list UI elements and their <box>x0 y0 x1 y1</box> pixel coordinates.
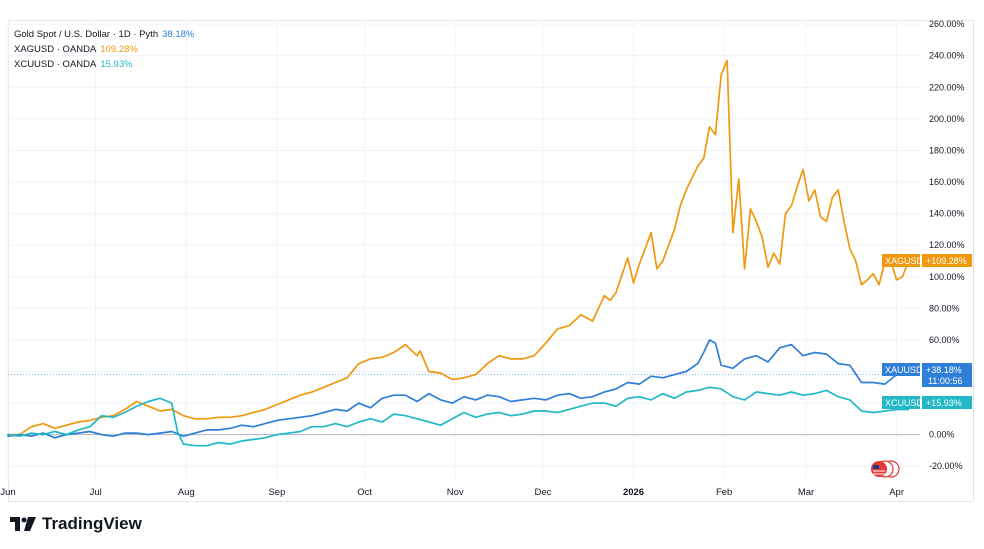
xauusd-countdown: 11:00:56 <box>928 376 962 386</box>
xcuusd-value-box <box>922 396 972 409</box>
y-tick-label: 80.00% <box>929 303 960 313</box>
xcuusd-symbol-box <box>882 396 920 409</box>
x-tick-label: Dec <box>534 487 551 498</box>
x-tick-label: Mar <box>798 487 814 498</box>
baseline-layer <box>8 373 920 436</box>
tradingview-brand[interactable]: TradingView <box>10 514 142 534</box>
y-tick-label: 220.00% <box>929 82 965 92</box>
y-tick-label: 60.00% <box>929 335 960 345</box>
legend-row-gold[interactable]: Gold Spot / U.S. Dollar · 1D · Pyth 38.18… <box>14 27 194 42</box>
xagusd-value: +109.28% <box>926 256 967 266</box>
xcuusd-price-tag[interactable]: XCUUSD +15.93% <box>882 396 972 409</box>
y-tick-label: 120.00% <box>929 240 965 250</box>
legend-label-copper: XCUUSD · OANDA <box>14 59 97 70</box>
legend-value-copper: 15.93% <box>100 59 133 70</box>
tradingview-logo-icon <box>10 517 36 531</box>
legend-value-gold: 38.18% <box>162 29 195 40</box>
y-tick-label: 260.00% <box>929 19 965 29</box>
series-line-xcuusd[interactable] <box>7 386 910 447</box>
x-tick-label: Aug <box>178 487 195 498</box>
legend-value-silver: 109.28% <box>100 44 138 55</box>
x-tick-label: 2026 <box>623 487 644 498</box>
xauusd-price-tag[interactable]: XAUUSD +38.18% 11:00:56 <box>882 363 972 387</box>
legend-row-silver[interactable]: XAGUSD · OANDA 109.28% <box>14 42 194 57</box>
xauusd-value: +38.18% <box>926 365 962 375</box>
xagusd-symbol-box <box>882 254 920 267</box>
grid <box>7 21 920 482</box>
x-tick-label: Jul <box>90 487 102 498</box>
x-tick-label: Sep <box>268 487 285 498</box>
xauusd-value-box <box>922 363 972 387</box>
series-line-xagusd[interactable] <box>7 59 910 436</box>
y-tick-label: 0.00% <box>929 430 955 440</box>
x-tick-label: Nov <box>447 487 464 498</box>
y-tick-label: 240.00% <box>929 51 965 61</box>
legend-label-silver: XAGUSD · OANDA <box>14 44 97 55</box>
x-axis: Jun Jul Aug Sep Oct Nov Dec 2026 Feb Mar Apr <box>0 487 904 498</box>
series-layer <box>7 59 910 447</box>
economic-events-icon[interactable] <box>871 460 900 478</box>
brand-name: TradingView <box>42 514 142 533</box>
y-tick-label: 200.00% <box>929 114 965 124</box>
series-line-xauusd[interactable] <box>7 339 910 439</box>
y-tick-label: -20.00% <box>929 461 963 471</box>
x-tick-label: Oct <box>357 487 372 498</box>
chart-legend: Gold Spot / U.S. Dollar · 1D · Pyth 38.18… <box>14 27 194 72</box>
xauusd-symbol-box <box>882 363 920 376</box>
xcuusd-symbol: XCUUSD <box>885 398 924 408</box>
x-tick-label: Jun <box>0 487 15 498</box>
y-tick-label: 100.00% <box>929 272 965 282</box>
xagusd-symbol: XAGUSD <box>885 256 924 266</box>
legend-row-copper[interactable]: XCUUSD · OANDA 15.93% <box>14 57 194 72</box>
y-tick-label: 180.00% <box>929 145 965 155</box>
xagusd-price-tag[interactable]: XAGUSD +109.28% <box>882 254 972 267</box>
x-tick-label: Feb <box>716 487 732 498</box>
xagusd-value-box <box>922 254 972 267</box>
xcuusd-value: +15.93% <box>926 398 962 408</box>
xauusd-symbol: XAUUSD <box>885 365 923 375</box>
x-tick-label: Apr <box>889 487 904 498</box>
legend-label-gold: Gold Spot / U.S. Dollar · 1D · Pyth <box>14 29 159 40</box>
y-tick-label: 160.00% <box>929 177 965 187</box>
y-tick-label: 140.00% <box>929 209 965 219</box>
